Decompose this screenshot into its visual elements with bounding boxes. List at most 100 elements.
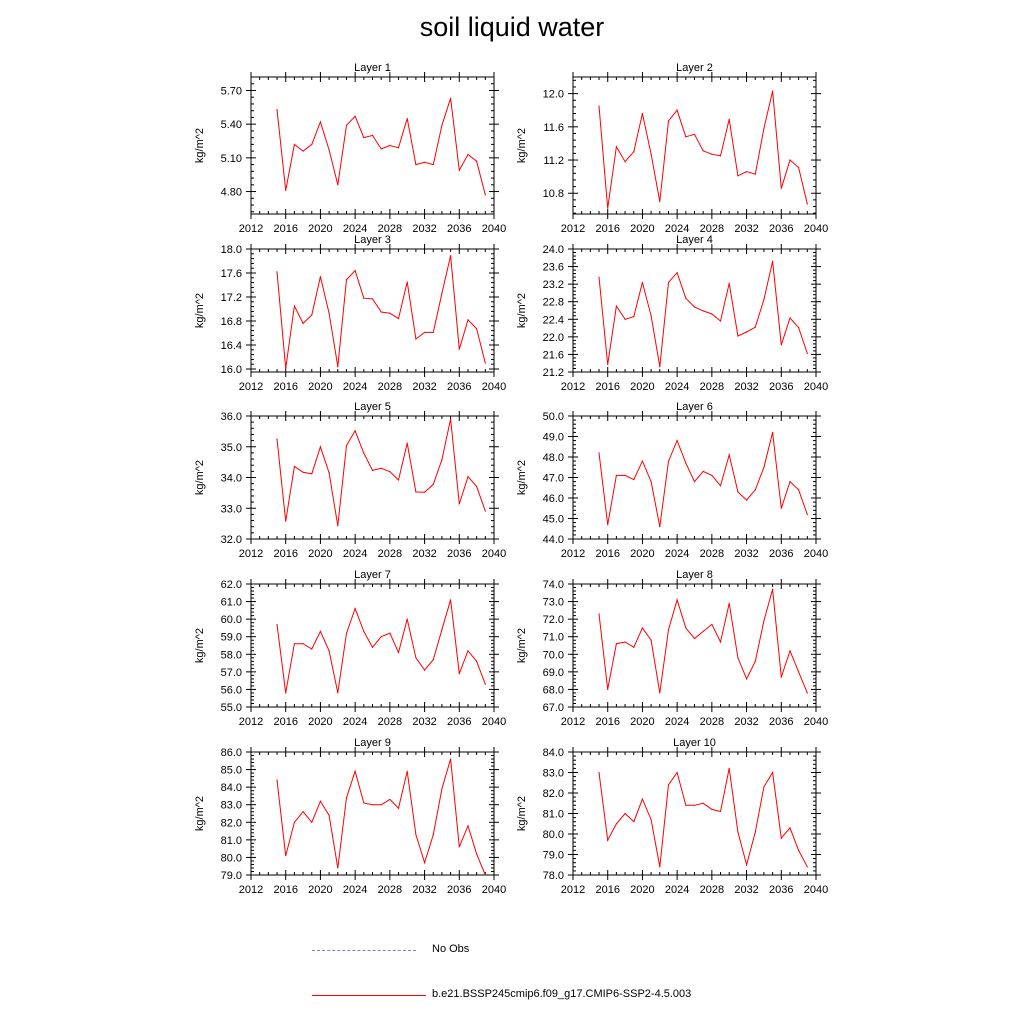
data-point <box>397 147 400 149</box>
y-tick-label: 70.0 <box>543 649 564 661</box>
data-point <box>676 440 678 442</box>
data-point <box>450 255 452 257</box>
data-point <box>676 272 678 274</box>
series-line <box>276 758 486 876</box>
y-tick-label: 5.40 <box>221 119 242 131</box>
data-point <box>432 163 434 166</box>
y-tick-label: 79.0 <box>543 850 564 862</box>
data-point <box>754 173 756 175</box>
data-point <box>763 127 765 130</box>
x-tick-label: 2028 <box>378 223 402 235</box>
data-point <box>798 166 800 169</box>
data-point <box>406 117 408 120</box>
x-tick-label: 2032 <box>412 884 436 896</box>
x-tick-label: 2020 <box>308 381 332 393</box>
x-tick-label: 2040 <box>482 548 506 560</box>
x-tick-label: 2028 <box>700 884 724 896</box>
data-point <box>798 489 800 491</box>
data-point <box>354 770 356 772</box>
data-point <box>337 867 339 869</box>
legend-obs-label: No Obs <box>432 943 470 955</box>
y-tick-label: 10.8 <box>543 188 564 200</box>
data-point <box>285 189 287 192</box>
data-point <box>476 160 478 162</box>
data-point <box>615 643 617 645</box>
data-point <box>467 153 469 156</box>
data-point <box>484 510 486 512</box>
y-tick-label: 83.0 <box>221 800 242 812</box>
y-axis-label: kg/m^2 <box>194 128 206 163</box>
data-point <box>467 475 469 478</box>
data-point <box>363 297 365 299</box>
data-point <box>667 629 670 631</box>
data-point <box>780 344 782 346</box>
data-point <box>311 821 313 823</box>
x-tick-label: 2012 <box>561 884 585 896</box>
data-point <box>423 862 426 864</box>
data-point <box>711 808 713 811</box>
panel-6: Layer 6 2012 2016 2020 2024 2028 2032 2036 2040 4… <box>516 401 828 560</box>
data-point <box>319 630 322 633</box>
panel-title: Layer 3 <box>354 234 391 246</box>
y-tick-label: 44.0 <box>543 534 564 546</box>
x-tick-label: 2020 <box>308 884 332 896</box>
data-point <box>615 305 617 307</box>
data-point <box>432 658 434 661</box>
data-point <box>789 481 791 483</box>
data-point <box>380 311 382 313</box>
data-point <box>458 503 460 505</box>
plot-frame <box>572 415 817 540</box>
x-tick-label: 2040 <box>482 381 506 393</box>
y-tick-label: 36.0 <box>221 411 242 423</box>
data-point <box>754 660 756 662</box>
y-tick-label: 83.0 <box>543 768 564 780</box>
x-tick-label: 2036 <box>769 381 793 393</box>
data-point <box>441 788 443 790</box>
data-point <box>789 317 791 319</box>
y-tick-label: 82.0 <box>543 788 564 800</box>
data-point <box>441 292 443 294</box>
x-tick-label: 2016 <box>595 716 619 728</box>
y-axis-label: kg/m^2 <box>516 796 528 831</box>
data-point <box>685 136 687 138</box>
data-point <box>406 770 408 772</box>
x-tick-label: 2036 <box>769 884 793 896</box>
data-point <box>415 657 417 659</box>
y-tick-label: 23.2 <box>543 279 564 291</box>
panel-title: Layer 7 <box>354 569 391 581</box>
data-point <box>659 366 661 368</box>
x-tick-label: 2040 <box>804 381 828 393</box>
series-line <box>598 90 808 209</box>
y-tick-label: 59.0 <box>221 632 242 644</box>
x-tick-label: 2036 <box>769 716 793 728</box>
panel-title: Layer 9 <box>354 737 391 749</box>
panel-title: Layer 1 <box>354 62 391 74</box>
y-tick-label: 58.0 <box>221 649 242 661</box>
y-tick-label: 68.0 <box>543 684 564 696</box>
x-tick-label: 2016 <box>273 223 297 235</box>
data-point <box>685 627 687 629</box>
data-point <box>745 864 748 866</box>
data-point <box>432 483 434 485</box>
data-point <box>328 149 330 151</box>
y-tick-label: 4.80 <box>221 187 242 199</box>
y-axis-label: kg/m^2 <box>516 293 528 328</box>
x-tick-label: 2024 <box>665 381 689 393</box>
data-point <box>380 467 382 469</box>
data-point <box>659 200 661 203</box>
data-point <box>441 124 443 126</box>
data-point <box>415 833 417 836</box>
data-point <box>389 471 391 473</box>
x-tick-label: 2032 <box>734 716 758 728</box>
data-point <box>633 821 635 823</box>
data-point <box>702 310 704 312</box>
plot-frame <box>250 583 495 708</box>
plot-frame <box>572 583 817 708</box>
panel-7: Layer 7 2012 2016 2020 2024 2028 2032 2036 2040 5… <box>194 569 506 728</box>
x-tick-label: 2016 <box>273 548 297 560</box>
x-tick-label: 2020 <box>308 548 332 560</box>
data-point <box>633 646 635 648</box>
y-tick-label: 11.6 <box>543 122 564 134</box>
y-axis-label: kg/m^2 <box>194 628 206 663</box>
x-tick-label: 2016 <box>595 884 619 896</box>
